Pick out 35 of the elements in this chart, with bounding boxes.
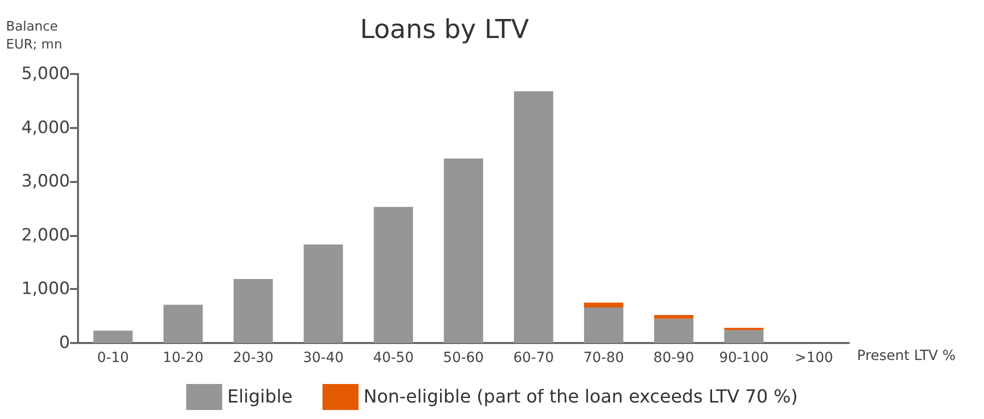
bar xyxy=(724,330,764,343)
chart-title: Loans by LTV xyxy=(360,15,530,45)
x-tick-label: >100 xyxy=(794,350,834,366)
bar xyxy=(444,158,484,343)
x-tick-label: 90-100 xyxy=(719,350,769,366)
y-tick-label: 1,000 xyxy=(21,279,70,300)
y-tick-label: 4,000 xyxy=(21,118,70,138)
x-tick-label: 30-40 xyxy=(302,350,344,366)
x-tick-label: 40-50 xyxy=(373,350,414,366)
bar xyxy=(304,244,343,343)
x-tick-label: 0-10 xyxy=(97,350,129,366)
bar xyxy=(654,318,694,343)
bar xyxy=(93,330,133,343)
x-tick-label: 60-70 xyxy=(513,350,554,366)
bar xyxy=(234,278,273,343)
bar xyxy=(164,304,203,343)
bar xyxy=(584,307,624,343)
x-tick-label: 20-30 xyxy=(232,350,274,366)
y-tick-label: 5,000 xyxy=(21,64,70,84)
bar xyxy=(724,328,764,330)
bar xyxy=(584,302,624,308)
bar xyxy=(654,315,694,319)
x-axis-title: Present LTV % xyxy=(857,348,956,364)
y-axis-title: Balance EUR; mn xyxy=(6,20,62,52)
legend-label: Non-eligible (part of the loan exceeds LTV 70 %) xyxy=(364,386,798,408)
y-tick-label: 2,000 xyxy=(21,225,70,246)
x-tick-label: 10-20 xyxy=(162,350,204,366)
legend-label: Eligible xyxy=(227,386,293,408)
x-tick-label: 50-60 xyxy=(443,350,484,366)
bar xyxy=(514,91,554,343)
x-tick-label: 70-80 xyxy=(583,350,624,366)
x-tick-label: 80-90 xyxy=(653,350,694,366)
bar xyxy=(374,206,414,343)
y-tick-label: 0 xyxy=(59,333,70,353)
y-tick-label: 3,000 xyxy=(21,172,70,192)
